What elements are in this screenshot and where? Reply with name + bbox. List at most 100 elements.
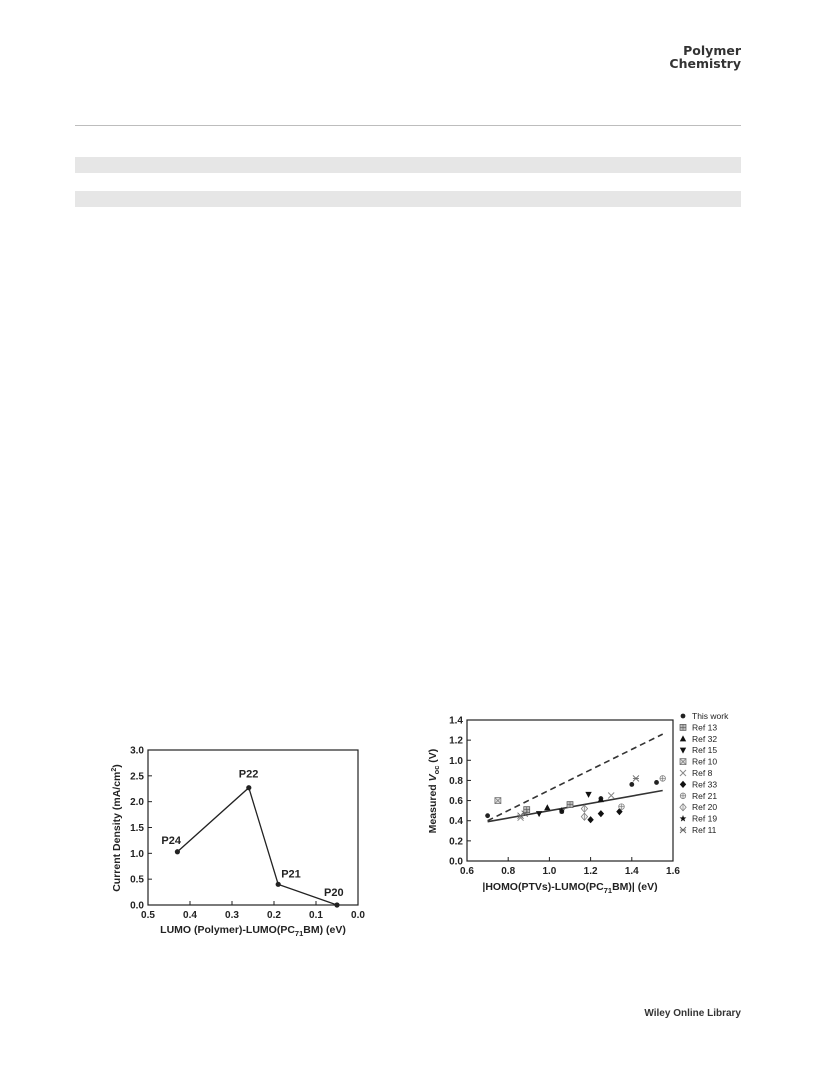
data-point [558,807,566,814]
legend-marker [679,780,687,788]
dashed-fit-line [487,733,664,822]
x-tick-label: 0.4 [183,910,197,921]
x-tick-label: 0.2 [267,910,281,921]
data-point [597,796,605,803]
y-tick-labels: 0.0 0.2 0.4 0.6 0.8 1.0 1.2 1.4 [449,716,463,868]
data-point [587,816,594,824]
publisher-footer: Wiley Online Library [644,1008,741,1019]
data-point [585,791,592,798]
y-tick-label: 3.0 [130,746,144,757]
data-point [629,782,635,787]
data-points [485,775,666,824]
legend-marker [679,735,687,742]
legend-label: Ref 19 [692,814,717,824]
redacted-text-band [75,191,741,207]
legend-marker [679,724,687,731]
point-label: P24 [161,835,181,847]
data-point [607,792,615,799]
voc-scatter-chart: 0.6 0.8 1.0 1.2 1.4 1.6 0.0 0.2 0.4 0.6 0.8 1.0 1.2… [427,711,729,895]
y-tick-label: 1.4 [449,716,463,727]
x-tick-label: 0.5 [141,910,155,921]
legend-label: Ref 33 [692,779,717,789]
y-tick-label: 1.5 [130,823,144,834]
x-tick-label: 0.3 [225,910,239,921]
data-point [521,810,528,817]
data-point [535,811,543,818]
legend-marker [679,815,687,822]
y-tick-label: 1.2 [449,736,463,747]
legend-marker [679,747,687,754]
x-tick-label: 0.8 [501,866,515,877]
y-tick-label: 1.0 [130,849,144,860]
data-point [174,849,180,855]
legend-marker [679,758,687,765]
data-point [654,780,659,785]
x-axis-label: |HOMO(PTVs)-LUMO(PC71BM)| (eV) [482,881,657,895]
axis-ticks [466,719,674,862]
data-point [544,804,551,811]
data-point [580,812,589,821]
y-axis-label: Measured Voc (V) [427,749,441,834]
redacted-text-band [75,157,741,173]
legend-label: Ref 20 [692,802,717,812]
point-label: P21 [281,868,301,880]
y-tick-label: 0.4 [449,816,463,827]
solid-fit-line [487,789,663,823]
y-tick-label: 0.8 [449,776,463,787]
data-point [494,797,502,804]
x-tick-labels: 0.5 0.4 0.3 0.2 0.1 0.0 [141,910,365,921]
data-point [523,806,531,813]
y-tick-label: 0.2 [449,836,463,847]
y-tick-label: 0.0 [449,857,463,868]
journal-name-line1: Polymer [683,43,741,58]
point-label: P20 [324,887,344,899]
data-point [632,775,640,782]
x-tick-label: 1.0 [542,866,556,877]
data-point [566,801,574,808]
legend-marker [679,769,687,777]
data-points [174,785,340,908]
x-tick-label: 0.6 [460,866,474,877]
x-tick-label: 1.6 [666,866,680,877]
header-rule [75,125,741,126]
legend-label: Ref 13 [692,722,717,732]
data-point [618,803,625,810]
axis-ticks [147,749,359,906]
legend-label: Ref 15 [692,745,717,755]
legend-label: Ref 10 [692,757,717,767]
data-point [597,810,605,818]
legend-marker [680,713,686,719]
data-point [616,808,623,816]
legend-marker [679,803,687,812]
y-tick-label: 2.5 [130,771,144,782]
data-point [275,881,281,887]
y-axis-label: Current Density (mA/cm2) [111,764,123,892]
point-labels: P24 P22 P21 P20 [161,769,343,899]
point-label: P22 [239,769,259,781]
fit-lines [487,733,664,823]
legend-label: Ref 11 [692,825,717,835]
legend-marker [679,792,687,799]
legend-label: Ref 32 [692,734,717,744]
current-density-chart: 0.5 0.4 0.3 0.2 0.1 0.0 0.00.51.01.52.02.53.0… [111,746,365,939]
x-tick-label: 1.2 [584,866,598,877]
data-point [485,813,490,819]
x-tick-label: 0.0 [351,910,365,921]
x-axis-label: LUMO (Polymer)-LUMO(PC71BM) (eV) [160,924,346,938]
y-tick-label: 0.6 [449,796,463,807]
x-tick-label: 0.1 [309,910,323,921]
series-line [176,786,338,906]
data-point [334,902,340,908]
legend-label: This work [692,711,729,721]
y-tick-label: 1.0 [449,756,463,767]
x-tick-label: 1.4 [625,866,639,877]
y-tick-label: 2.0 [130,797,144,808]
journal-name: Polymer Chemistry [669,44,741,70]
data-point [659,775,666,782]
y-tick-label: 0.0 [130,901,144,912]
data-point [580,804,589,813]
y-tick-labels: 0.0 0.5 1.0 1.5 2.0 2.5 3.0 [130,746,144,912]
legend-marker [679,826,687,834]
journal-name-line2: Chemistry [669,56,741,71]
